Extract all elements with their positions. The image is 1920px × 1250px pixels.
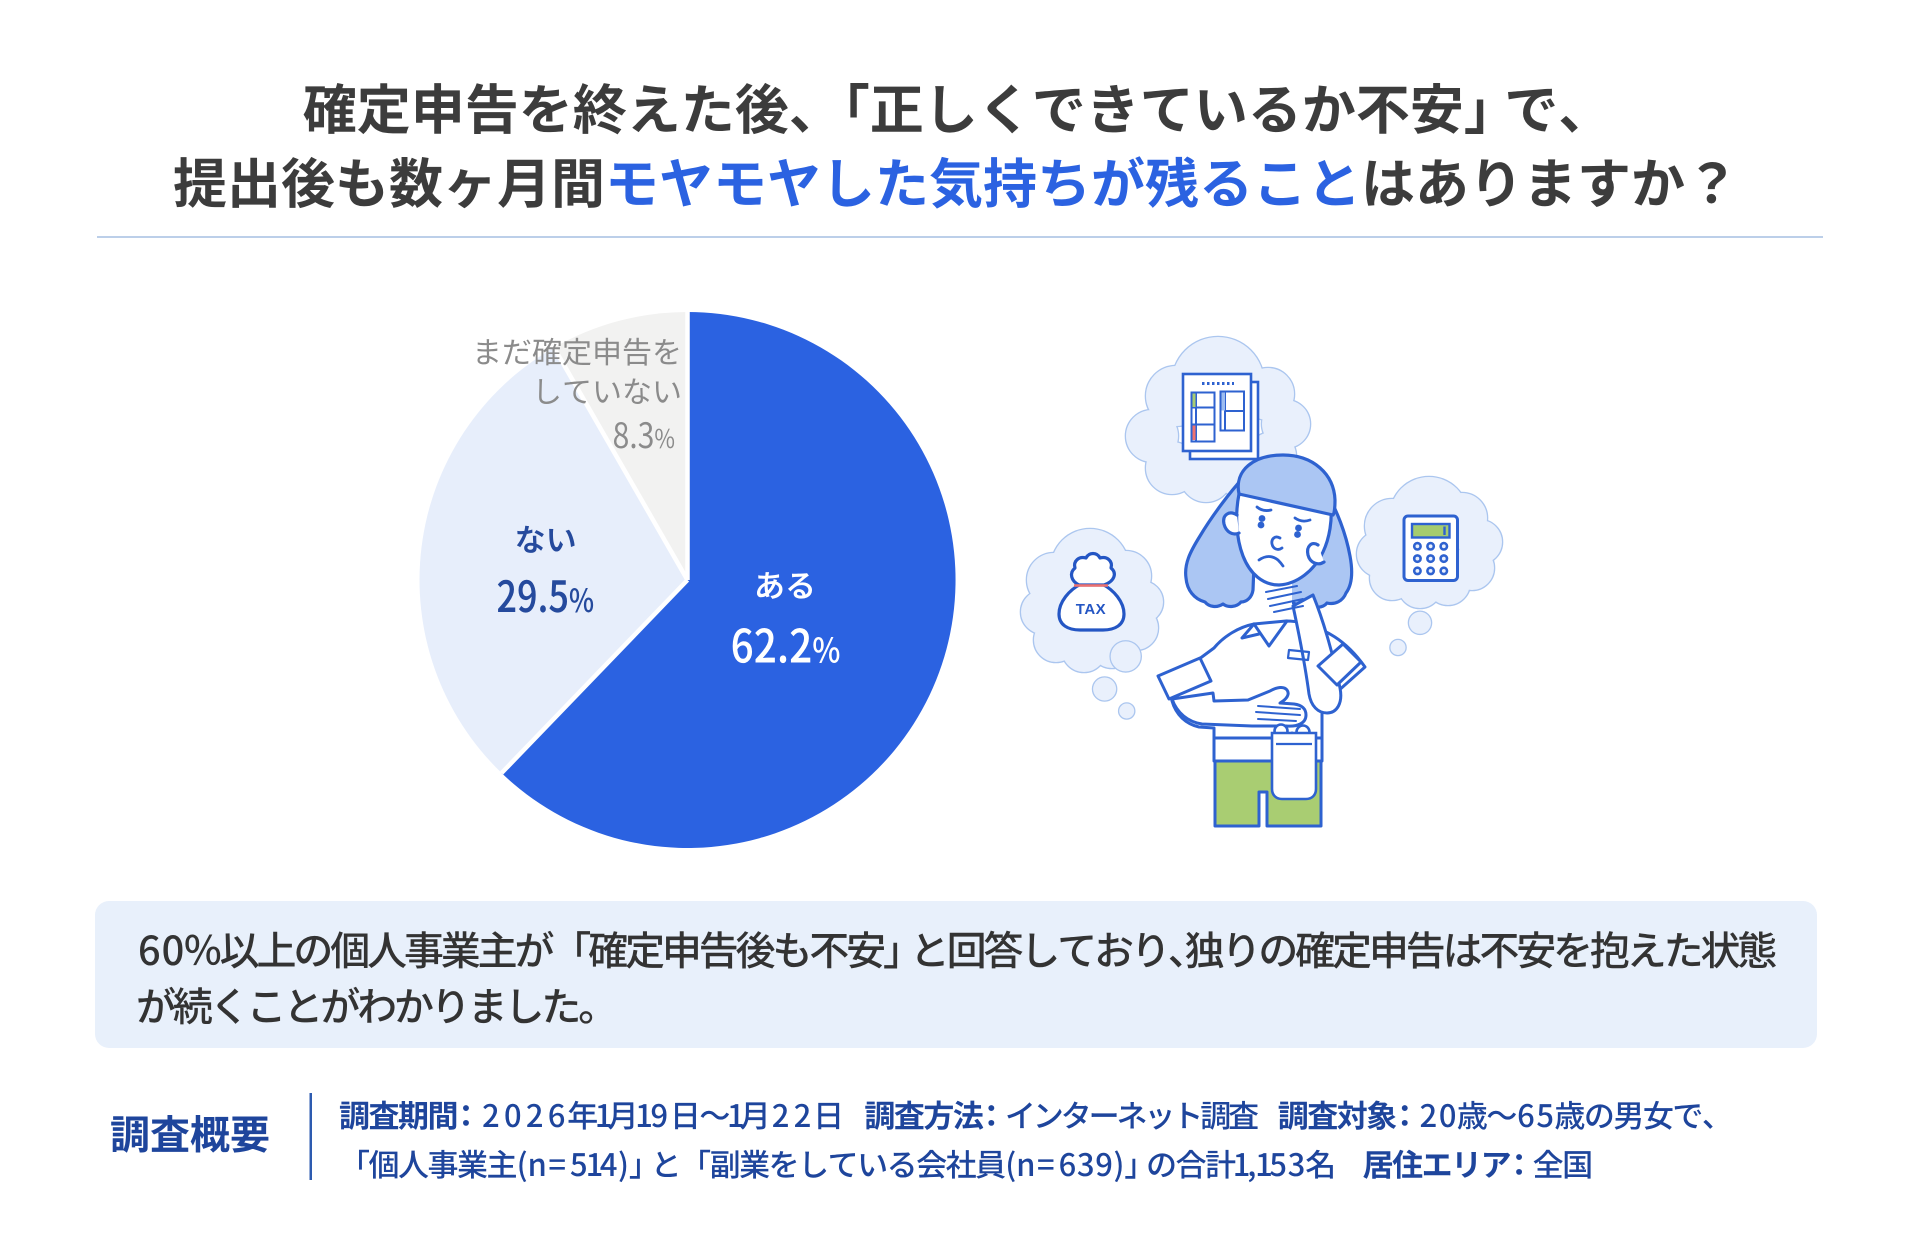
svg-text:TAX: TAX xyxy=(1076,601,1106,618)
